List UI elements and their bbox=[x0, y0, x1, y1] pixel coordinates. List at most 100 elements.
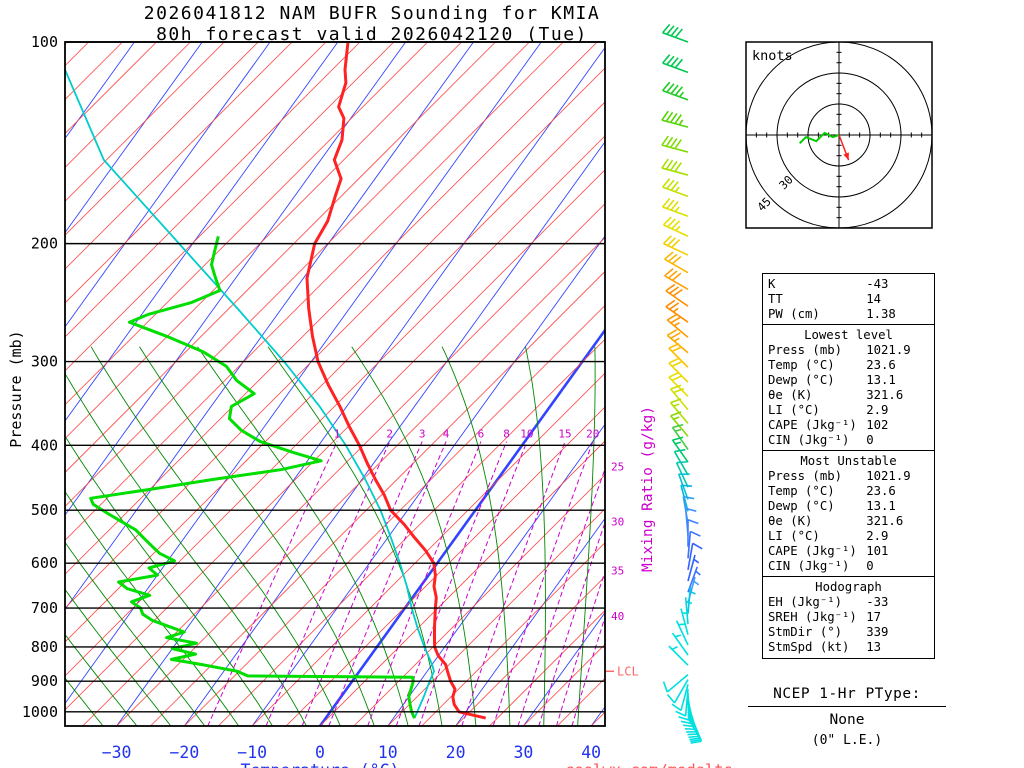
isotherm-line bbox=[65, 42, 542, 705]
stats-value: 101 bbox=[866, 544, 889, 558]
wind-barb bbox=[687, 717, 703, 744]
wind-barb bbox=[687, 519, 699, 547]
skewt-chart: 1 2 3 4 6 8 10 15 202530354010020030040050060070… bbox=[22, 33, 639, 762]
dry-adiabat-line bbox=[65, 42, 259, 236]
isotherm-line bbox=[65, 42, 203, 234]
stats-label: Press (mb) bbox=[768, 469, 843, 483]
stats-label: θe (K) bbox=[768, 388, 813, 402]
stats-row: CIN (Jkg⁻¹) 0 bbox=[763, 559, 934, 574]
isotherm-line bbox=[387, 423, 605, 726]
dewpoint-profile bbox=[89, 235, 416, 719]
stats-value: 321.6 bbox=[866, 514, 904, 528]
pressure-tick-label: 300 bbox=[31, 353, 58, 371]
stats-section-header: Lowest level bbox=[804, 328, 893, 342]
stats-section: Hodograph EH (Jkg⁻¹) -33 SREH (Jkg⁻¹) 17 StmD… bbox=[763, 576, 934, 655]
stats-label: EH (Jkg⁻¹) bbox=[768, 595, 843, 609]
dry-adiabat-line bbox=[65, 42, 293, 270]
wind-barb bbox=[680, 484, 693, 512]
stats-label: Dewp (°C) bbox=[768, 373, 835, 387]
dry-adiabat-line bbox=[82, 203, 605, 726]
wind-barb bbox=[671, 632, 689, 656]
stats-row: Press (mb) 1021.9 bbox=[763, 343, 934, 358]
wind-barb bbox=[665, 299, 689, 323]
mixing-ratio-value: 20 bbox=[586, 428, 599, 441]
wind-barb bbox=[666, 313, 689, 338]
moist-adiabat-line bbox=[525, 346, 546, 726]
moist-adiabat-line bbox=[90, 346, 341, 726]
stats-value: 0 bbox=[866, 559, 874, 573]
moist-adiabat-line bbox=[197, 346, 409, 726]
stats-row: Dewp (°C) 13.1 bbox=[763, 499, 934, 514]
wind-barb bbox=[664, 268, 689, 290]
stats-section: Most Unstable Press (mb) 1021.9 Temp (°C) 23… bbox=[763, 450, 934, 574]
moist-adiabat-line bbox=[139, 346, 375, 726]
mixing-ratio-line bbox=[418, 441, 528, 726]
wind-barb bbox=[687, 586, 696, 614]
moist-adiabat-line bbox=[65, 372, 307, 726]
dry-adiabat-line bbox=[65, 42, 428, 406]
dry-adiabat-line bbox=[285, 406, 605, 726]
page-title: 2026041812 NAM BUFR Sounding for KMIA 80… bbox=[42, 3, 702, 45]
dry-adiabat-line bbox=[353, 474, 605, 726]
dry-adiabats bbox=[65, 42, 605, 726]
stats-label: CIN (Jkg⁻¹) bbox=[768, 559, 850, 573]
stats-row: Dewp (°C) 13.1 bbox=[763, 373, 934, 388]
pressure-tick-label: 600 bbox=[31, 554, 58, 572]
temp-tick-labels: −30 −20 −10 0 10 20 30 40 bbox=[102, 743, 601, 762]
stats-row: CIN (Jkg⁻¹) 0 bbox=[763, 433, 934, 448]
wind-barb bbox=[684, 597, 693, 625]
stats-label: Temp (°C) bbox=[768, 484, 835, 498]
stats-label: CAPE (Jkg⁻¹) bbox=[768, 418, 857, 432]
mixing-ratio-labels: 1 2 3 4 6 8 10 15 20 25 30 35 40 bbox=[334, 428, 624, 624]
stats-row: Temp (°C) 23.6 bbox=[763, 358, 934, 373]
dry-adiabat-line bbox=[65, 42, 496, 474]
pressure-tick-label: 700 bbox=[31, 599, 58, 617]
moist-adiabats bbox=[65, 346, 596, 726]
dry-adiabat-line bbox=[65, 101, 605, 643]
pressure-tick-label: 500 bbox=[31, 501, 58, 519]
hodograph-units-label: knots bbox=[752, 48, 793, 64]
wind-barb bbox=[662, 235, 689, 256]
stats-label: LI (°C) bbox=[768, 529, 820, 543]
isotherms bbox=[65, 42, 605, 726]
wind-barb bbox=[687, 530, 701, 559]
stats-section: K -43 TT 14 PW (cm) 1.38 bbox=[763, 277, 934, 322]
mixing-ratio-value: 35 bbox=[611, 564, 624, 577]
stats-value: 13.1 bbox=[866, 499, 896, 513]
dry-adiabat-line bbox=[65, 42, 462, 440]
moist-adiabat-line bbox=[65, 633, 138, 726]
stats-label: SREH (Jkg⁻¹) bbox=[768, 610, 857, 624]
temperature-profile bbox=[305, 42, 487, 720]
moist-adiabat-line bbox=[441, 346, 511, 726]
mixing-ratio-line bbox=[461, 441, 566, 726]
temp-tick-label: 20 bbox=[446, 743, 466, 762]
stats-row: PW (cm) 1.38 bbox=[763, 307, 934, 322]
mixing-ratio-value: 2 bbox=[386, 428, 393, 441]
wind-barb bbox=[661, 135, 689, 153]
dry-adiabat-line bbox=[150, 270, 605, 726]
isotherm-line bbox=[455, 517, 605, 726]
stats-value: 23.6 bbox=[866, 484, 896, 498]
wind-barb bbox=[687, 554, 700, 582]
mixing-ratio-value: 1 bbox=[334, 428, 341, 441]
pressure-tick-label: 100 bbox=[31, 33, 58, 51]
mixing-ratio-line bbox=[538, 524, 605, 726]
stats-value: 1.38 bbox=[866, 307, 896, 321]
wind-barb bbox=[665, 283, 689, 307]
pressure-tick-label: 800 bbox=[31, 638, 58, 656]
isotherm-line bbox=[318, 327, 605, 726]
stats-row: Press (mb) 1021.9 bbox=[763, 469, 934, 484]
stats-value: 2.9 bbox=[866, 529, 889, 543]
mixing-ratio-value: 30 bbox=[611, 516, 624, 529]
dry-adiabat-line bbox=[65, 135, 605, 677]
stats-row: TT 14 bbox=[763, 292, 934, 307]
dry-adiabat-line bbox=[218, 338, 605, 726]
stats-row: θe (K) 321.6 bbox=[763, 388, 934, 403]
stats-section-header: Hodograph bbox=[815, 580, 882, 594]
hodograph-ring-label: 30 bbox=[776, 172, 796, 192]
wind-barb bbox=[662, 674, 689, 693]
stats-row: K -43 bbox=[763, 277, 934, 292]
stats-value: 13 bbox=[866, 640, 882, 654]
stats-label: CIN (Jkg⁻¹) bbox=[768, 433, 850, 447]
